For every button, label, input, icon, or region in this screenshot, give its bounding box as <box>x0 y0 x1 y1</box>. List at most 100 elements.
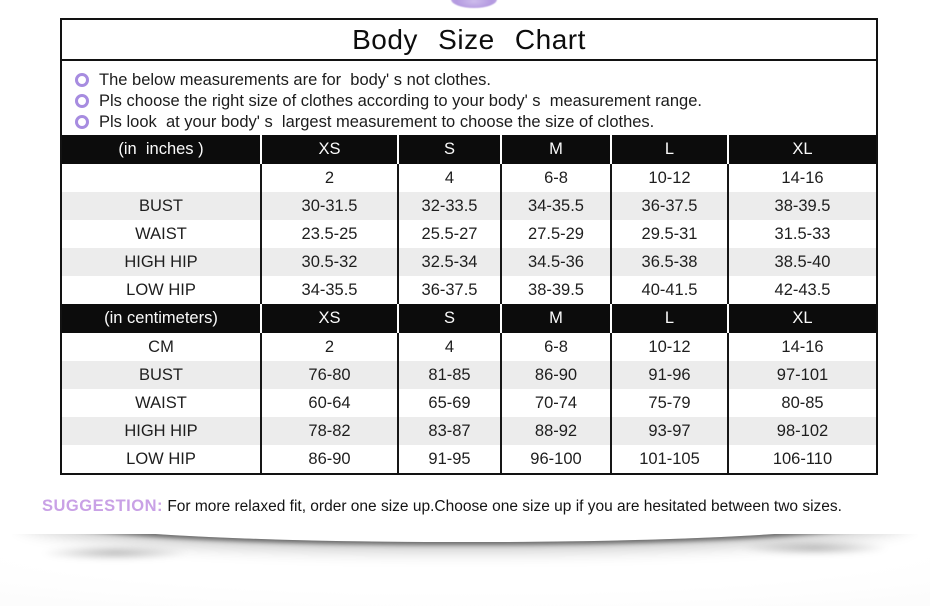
measurement-label-cell: HIGH HIP <box>124 421 198 440</box>
size-value-cell: 106-110 <box>727 445 876 473</box>
size-value-cell: 32.5-34 <box>397 248 500 276</box>
measurement-label-cell: WAIST <box>135 224 187 243</box>
size-value-cell: 91-95 <box>397 445 500 473</box>
chart-box: Body Size Chart The below measurements a… <box>60 18 878 144</box>
table-row: LOW HIP 86-90 91-95 96-100 101-105 106-110 <box>62 445 876 473</box>
note-text: Pls look at your body' s largest measure… <box>99 112 655 131</box>
measurement-label-cell: LOW HIP <box>126 449 196 468</box>
table-row: CM 2 4 6-8 10-12 14-16 <box>62 333 876 361</box>
size-value-cell: 38-39.5 <box>727 192 876 220</box>
size-value-cell: 75-79 <box>610 389 727 417</box>
table-row: 2 4 6-8 10-12 14-16 <box>62 164 876 192</box>
table-row: HIGH HIP 78-82 83-87 88-92 93-97 98-102 <box>62 417 876 445</box>
top-ornament-icon <box>451 0 497 8</box>
size-value-cell: 25.5-27 <box>397 220 500 248</box>
size-value-cell: 78-82 <box>260 417 397 445</box>
size-value-cell: 4 <box>397 333 500 361</box>
measurement-label-cell: BUST <box>138 196 183 215</box>
size-column-header: M <box>500 135 610 164</box>
size-value-cell: 4 <box>397 164 500 192</box>
size-value-cell: 96-100 <box>500 445 610 473</box>
size-value-cell: 23.5-25 <box>260 220 397 248</box>
size-value-cell: 65-69 <box>397 389 500 417</box>
size-value-cell: 34.5-36 <box>500 248 610 276</box>
size-column-header: L <box>610 304 727 333</box>
table-row: WAIST 60-64 65-69 70-74 75-79 80-85 <box>62 389 876 417</box>
size-value-cell: 6-8 <box>500 333 610 361</box>
size-column-header: XS <box>260 135 397 164</box>
size-value-cell: 14-16 <box>727 333 876 361</box>
measurement-label-cell: BUST <box>138 365 183 384</box>
size-value-cell: 36-37.5 <box>397 276 500 304</box>
size-column-header: L <box>610 135 727 164</box>
size-value-cell: 93-97 <box>610 417 727 445</box>
unit-label-cell: (in inches ) <box>118 140 204 158</box>
size-value-cell: 2 <box>260 164 397 192</box>
left-corner-shadow <box>40 546 190 560</box>
table-row: BUST 30-31.5 32-33.5 34-35.5 36-37.5 38-39.5 <box>62 192 876 220</box>
measurement-label-cell: HIGH HIP <box>124 252 198 271</box>
size-value-cell: 29.5-31 <box>610 220 727 248</box>
ring-bullet-icon <box>75 115 89 129</box>
size-column-header: S <box>397 135 500 164</box>
size-value-cell: 34-35.5 <box>500 192 610 220</box>
size-value-cell: 36-37.5 <box>610 192 727 220</box>
size-value-cell: 38-39.5 <box>500 276 610 304</box>
size-column-header: M <box>500 304 610 333</box>
size-value-cell: 97-101 <box>727 361 876 389</box>
size-value-cell: 14-16 <box>727 164 876 192</box>
size-value-cell: 86-90 <box>260 445 397 473</box>
size-value-cell: 98-102 <box>727 417 876 445</box>
note-text: The below measurements are for body' s n… <box>99 70 492 89</box>
size-value-cell: 32-33.5 <box>397 192 500 220</box>
note-item: Pls look at your body' s largest measure… <box>75 112 870 132</box>
table-section-header-row: (in centimeters) XS S M L XL <box>62 304 876 333</box>
size-value-cell: 10-12 <box>610 333 727 361</box>
size-table: (in inches ) XS S M L XL 2 4 6-8 10-12 14-16 BUST 30… <box>60 135 878 475</box>
ring-bullet-icon <box>75 73 89 87</box>
measurement-label-cell: CM <box>148 337 174 356</box>
note-item: Pls choose the right size of clothes acc… <box>75 91 870 111</box>
size-column-header: XS <box>260 304 397 333</box>
size-value-cell: 30-31.5 <box>260 192 397 220</box>
size-column-header: XL <box>727 135 876 164</box>
table-section-header-row: (in inches ) XS S M L XL <box>62 135 876 164</box>
size-value-cell: 34-35.5 <box>260 276 397 304</box>
measurement-label-cell <box>62 164 260 192</box>
size-value-cell: 40-41.5 <box>610 276 727 304</box>
size-value-cell: 6-8 <box>500 164 610 192</box>
table-row: LOW HIP 34-35.5 36-37.5 38-39.5 40-41.5 42-43… <box>62 276 876 304</box>
measurement-label-cell: WAIST <box>135 393 187 412</box>
notes-list: The below measurements are for body' s n… <box>62 61 876 142</box>
size-value-cell: 60-64 <box>260 389 397 417</box>
size-value-cell: 101-105 <box>610 445 727 473</box>
lower-sheet <box>0 546 930 606</box>
unit-label-cell: (in centimeters) <box>104 309 218 327</box>
measurement-label-cell: LOW HIP <box>126 280 196 299</box>
size-value-cell: 83-87 <box>397 417 500 445</box>
size-value-cell: 86-90 <box>500 361 610 389</box>
size-value-cell: 30.5-32 <box>260 248 397 276</box>
size-value-cell: 81-85 <box>397 361 500 389</box>
size-value-cell: 36.5-38 <box>610 248 727 276</box>
suggestion-label: SUGGESTION: <box>42 497 164 515</box>
size-value-cell: 31.5-33 <box>727 220 876 248</box>
size-value-cell: 88-92 <box>500 417 610 445</box>
size-value-cell: 80-85 <box>727 389 876 417</box>
table-row: BUST 76-80 81-85 86-90 91-96 97-101 <box>62 361 876 389</box>
table-row: WAIST 23.5-25 25.5-27 27.5-29 29.5-31 31.5-33 <box>62 220 876 248</box>
note-text: Pls choose the right size of clothes acc… <box>99 91 702 110</box>
ring-bullet-icon <box>75 94 89 108</box>
size-value-cell: 91-96 <box>610 361 727 389</box>
size-value-cell: 27.5-29 <box>500 220 610 248</box>
page-title: Body Size Chart <box>62 20 876 61</box>
size-value-cell: 42-43.5 <box>727 276 876 304</box>
size-value-cell: 70-74 <box>500 389 610 417</box>
size-column-header: S <box>397 304 500 333</box>
size-value-cell: 76-80 <box>260 361 397 389</box>
size-value-cell: 2 <box>260 333 397 361</box>
table-row: HIGH HIP 30.5-32 32.5-34 34.5-36 36.5-38 38.5… <box>62 248 876 276</box>
right-corner-shadow <box>740 541 890 555</box>
size-column-header: XL <box>727 304 876 333</box>
